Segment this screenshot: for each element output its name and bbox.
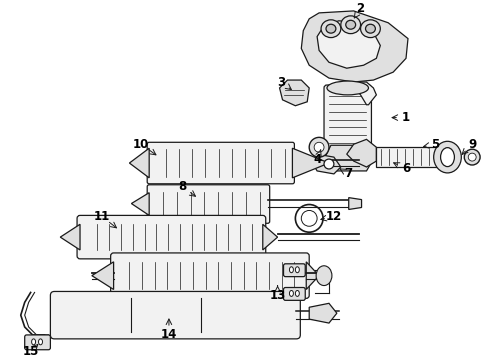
Ellipse shape — [325, 24, 335, 33]
FancyBboxPatch shape — [147, 185, 269, 223]
Ellipse shape — [289, 267, 293, 273]
Ellipse shape — [360, 20, 380, 37]
Ellipse shape — [440, 148, 453, 167]
Ellipse shape — [308, 138, 328, 157]
Text: 10: 10 — [133, 138, 149, 151]
Ellipse shape — [295, 291, 299, 296]
Polygon shape — [129, 148, 149, 178]
Ellipse shape — [345, 20, 355, 29]
Ellipse shape — [340, 16, 360, 33]
FancyBboxPatch shape — [147, 142, 294, 184]
Polygon shape — [92, 262, 113, 289]
FancyBboxPatch shape — [283, 288, 305, 300]
Ellipse shape — [321, 20, 340, 37]
Ellipse shape — [295, 267, 299, 273]
FancyBboxPatch shape — [25, 335, 50, 350]
Ellipse shape — [324, 159, 333, 169]
FancyBboxPatch shape — [324, 85, 371, 148]
FancyBboxPatch shape — [50, 292, 300, 339]
Polygon shape — [308, 303, 336, 323]
Text: 3: 3 — [277, 76, 285, 89]
Ellipse shape — [468, 153, 475, 161]
Text: 5: 5 — [430, 138, 439, 151]
Polygon shape — [60, 224, 80, 250]
Text: 9: 9 — [467, 138, 475, 151]
Text: 7: 7 — [344, 167, 352, 180]
Ellipse shape — [289, 291, 293, 296]
Text: 14: 14 — [161, 328, 177, 341]
Polygon shape — [279, 80, 308, 106]
Ellipse shape — [365, 24, 375, 33]
Ellipse shape — [313, 142, 324, 152]
FancyBboxPatch shape — [110, 253, 308, 298]
Ellipse shape — [39, 339, 42, 345]
Text: 4: 4 — [312, 153, 321, 166]
Polygon shape — [262, 224, 277, 250]
Ellipse shape — [326, 81, 368, 95]
Polygon shape — [316, 21, 380, 68]
Polygon shape — [376, 147, 437, 167]
FancyBboxPatch shape — [283, 264, 305, 276]
Polygon shape — [305, 262, 319, 289]
Text: 15: 15 — [22, 345, 39, 358]
Polygon shape — [348, 198, 361, 210]
Ellipse shape — [32, 339, 36, 345]
Ellipse shape — [315, 266, 331, 285]
Text: 6: 6 — [401, 162, 409, 175]
Polygon shape — [310, 154, 340, 174]
Polygon shape — [324, 145, 373, 171]
Ellipse shape — [433, 141, 460, 173]
Polygon shape — [301, 11, 407, 82]
Text: 2: 2 — [356, 3, 364, 15]
Text: 13: 13 — [269, 289, 285, 302]
Text: 8: 8 — [178, 180, 186, 193]
Ellipse shape — [463, 149, 479, 165]
Text: 12: 12 — [325, 210, 341, 223]
Polygon shape — [131, 193, 149, 215]
FancyBboxPatch shape — [77, 215, 265, 259]
Text: 11: 11 — [93, 210, 110, 223]
Polygon shape — [292, 148, 328, 178]
Text: 1: 1 — [401, 111, 409, 124]
Polygon shape — [346, 139, 376, 167]
Polygon shape — [348, 82, 376, 105]
